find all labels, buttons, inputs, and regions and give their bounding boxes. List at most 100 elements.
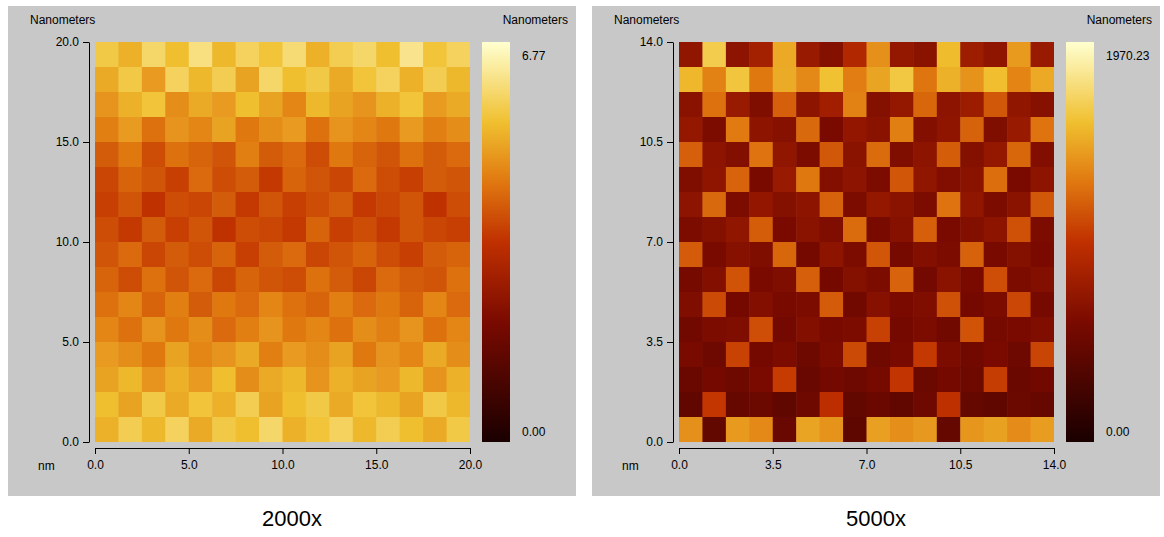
tick-label: 10.5 (949, 458, 973, 472)
cell (890, 142, 914, 168)
cell (960, 317, 984, 343)
cell (212, 317, 236, 343)
cell (95, 42, 119, 68)
cell (773, 342, 797, 368)
cell (913, 317, 937, 343)
cell (702, 417, 726, 442)
cell (236, 192, 260, 218)
cell (913, 217, 937, 243)
cell (142, 392, 166, 418)
cell (679, 217, 703, 243)
cell (726, 267, 750, 293)
x-axis-title: nm (38, 459, 55, 473)
cell (165, 217, 189, 243)
tick-mark (667, 242, 673, 243)
cell (447, 367, 470, 393)
tick-mark (83, 42, 89, 43)
cell (329, 242, 353, 268)
cell (118, 92, 142, 118)
cell (118, 142, 142, 168)
cell (820, 42, 844, 68)
cell (353, 217, 377, 243)
cell (960, 292, 984, 318)
tick: 10.0 (56, 235, 89, 249)
cell (890, 342, 914, 368)
cell (423, 242, 447, 268)
cell (423, 417, 447, 442)
cell (283, 367, 307, 393)
cell (726, 117, 750, 143)
cell (867, 417, 891, 442)
cell (306, 317, 330, 343)
cell (867, 192, 891, 218)
panel-background (592, 6, 1160, 496)
cell (376, 142, 400, 168)
cell (960, 167, 984, 193)
colorbar-title: Nanometers (1087, 13, 1152, 27)
cell (95, 267, 119, 293)
cell (726, 142, 750, 168)
cell (984, 367, 1008, 393)
cell (142, 117, 166, 143)
cell (867, 392, 891, 418)
cell (890, 292, 914, 318)
tick-mark (667, 442, 673, 443)
cell (937, 217, 961, 243)
cell (236, 417, 260, 442)
cell (118, 242, 142, 268)
cell (423, 217, 447, 243)
cell (329, 392, 353, 418)
cell (749, 242, 773, 268)
cell (937, 417, 961, 442)
cell (259, 367, 283, 393)
cell (843, 67, 867, 93)
panel: 0.03.57.010.514.00.03.57.010.514.0Nanome… (592, 6, 1160, 496)
tick-mark (83, 342, 89, 343)
cell (843, 242, 867, 268)
cell (867, 242, 891, 268)
cell (400, 342, 424, 368)
cell (283, 242, 307, 268)
x-axis: 0.05.010.015.020.0 (87, 448, 482, 472)
cell (749, 317, 773, 343)
cell (142, 417, 166, 442)
tick: 5.0 (62, 335, 89, 349)
cell (773, 292, 797, 318)
cell (749, 267, 773, 293)
cell (376, 42, 400, 68)
cell (447, 392, 470, 418)
cell (283, 167, 307, 193)
cell (95, 417, 119, 442)
cell (679, 117, 703, 143)
cell (679, 317, 703, 343)
cell (165, 167, 189, 193)
tick: 20.0 (459, 448, 483, 472)
cell (189, 417, 213, 442)
cell (1031, 392, 1054, 418)
cell (353, 42, 377, 68)
tick: 10.5 (640, 135, 673, 149)
cell (749, 92, 773, 118)
cell (329, 192, 353, 218)
colorbar (1066, 42, 1094, 442)
cell (423, 367, 447, 393)
cell (937, 142, 961, 168)
cell (960, 267, 984, 293)
cell (937, 42, 961, 68)
cell (142, 92, 166, 118)
cell (118, 167, 142, 193)
cell (984, 67, 1008, 93)
cell (118, 217, 142, 243)
tick: 7.0 (646, 235, 673, 249)
cell (960, 392, 984, 418)
cell (749, 67, 773, 93)
cell (679, 292, 703, 318)
cell (820, 167, 844, 193)
cell (353, 192, 377, 218)
cell (189, 92, 213, 118)
panel-background (8, 6, 576, 496)
cell (937, 192, 961, 218)
cell (1031, 217, 1054, 243)
cell (1007, 217, 1031, 243)
cell (283, 217, 307, 243)
